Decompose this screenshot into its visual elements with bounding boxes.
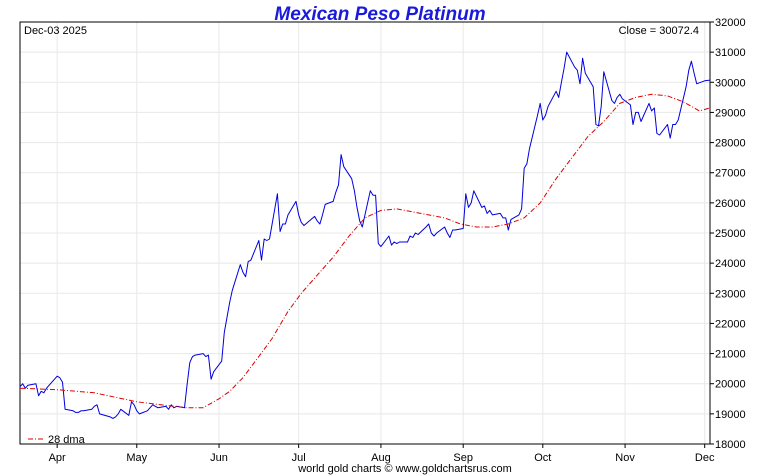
- chart-title: Mexican Peso Platinum: [274, 4, 485, 25]
- y-tick-label: 23000: [715, 288, 746, 300]
- x-tick-label: Jul: [292, 452, 306, 464]
- y-tick-label: 20000: [715, 379, 746, 391]
- y-tick-label: 27000: [715, 168, 746, 180]
- x-tick-label: May: [126, 452, 147, 464]
- price-series-line: [19, 51, 711, 419]
- close-label: Close = 30072.4: [619, 25, 699, 37]
- y-tick-label: 32000: [715, 17, 746, 29]
- x-tick-label: Aug: [371, 452, 391, 464]
- date-label: Dec-03 2025: [24, 25, 87, 37]
- y-tick-label: 28000: [715, 138, 746, 150]
- y-tick-label: 19000: [715, 409, 746, 421]
- y-tick-label: 18000: [715, 439, 746, 451]
- x-tick-label: Jun: [210, 452, 228, 464]
- x-tick-label: Nov: [615, 452, 635, 464]
- y-tick-label: 21000: [715, 349, 746, 361]
- x-tick-label: Sep: [453, 452, 473, 464]
- y-tick-label: 30000: [715, 77, 746, 89]
- x-tick-label: Apr: [49, 452, 66, 464]
- y-tick-label: 29000: [715, 107, 746, 119]
- y-tick-label: 22000: [715, 318, 746, 330]
- legend-dma-label: 28 dma: [48, 434, 86, 446]
- x-tick-label: Oct: [534, 452, 551, 464]
- axis-layer: 18000 19000 20000 21000 22000 23000 24000 25000…: [49, 17, 746, 464]
- grid: [20, 21, 710, 445]
- series-layer: [19, 51, 711, 419]
- y-tick-label: 26000: [715, 198, 746, 210]
- legend: 28 dma: [28, 434, 86, 446]
- footer-credit: world gold charts © www.goldchartsrus.co…: [297, 463, 512, 475]
- dma-series-line: [19, 93, 711, 409]
- y-tick-label: 31000: [715, 47, 746, 59]
- y-tick-label: 24000: [715, 258, 746, 270]
- y-tick-label: 25000: [715, 228, 746, 240]
- x-tick-label: Dec: [695, 452, 715, 464]
